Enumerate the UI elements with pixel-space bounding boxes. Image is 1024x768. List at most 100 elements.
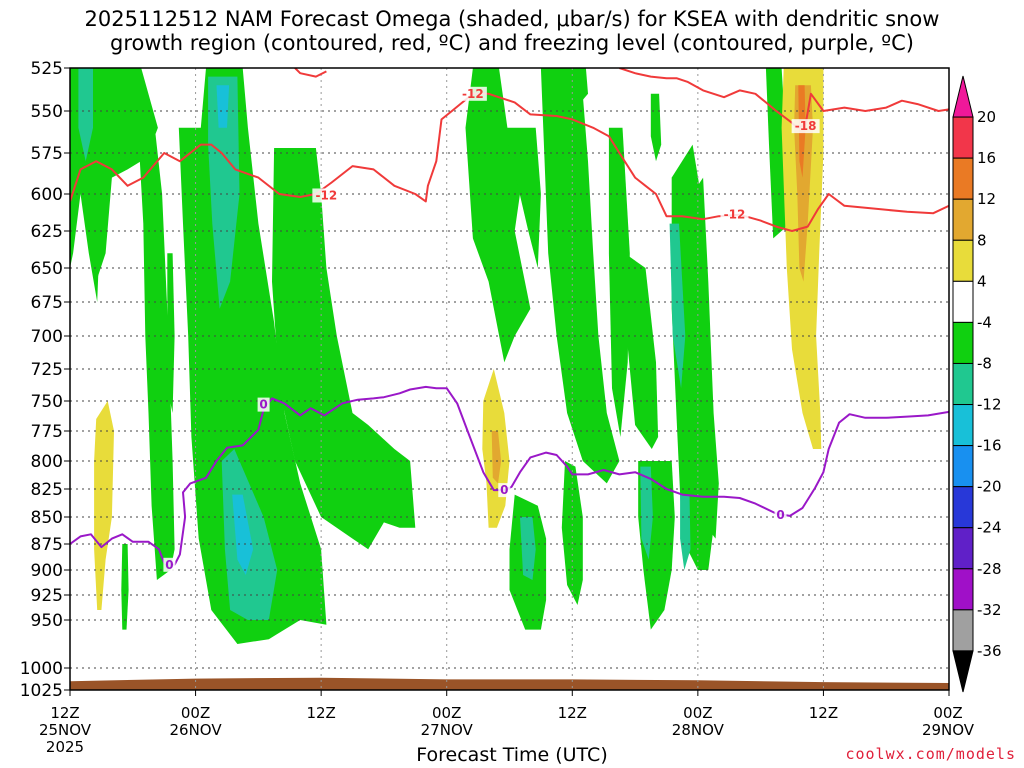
terrain-ground <box>70 677 949 690</box>
omega-region-descent-1 <box>94 401 114 610</box>
omega-region-ascent-d <box>272 148 416 550</box>
colorbar-label--20: -20 <box>977 478 1002 496</box>
colorbar-label--16: -16 <box>977 437 1002 455</box>
y-tick-label-700: 700 <box>31 327 63 347</box>
omega-region-ascent-f <box>504 127 541 268</box>
omega-region-strong-1 <box>78 68 93 162</box>
contour-label-4: 0 <box>165 558 173 572</box>
y-tick-label-850: 850 <box>31 508 63 528</box>
omega-region-ascent-q <box>167 253 175 413</box>
x-tick-label-0: 12Z <box>50 704 79 722</box>
y-tick-label-1000: 1000 <box>20 659 63 679</box>
y-tick-label-550: 550 <box>31 102 63 122</box>
colorbar-bin--28 <box>952 527 974 570</box>
colorbar-label--36: -36 <box>977 642 1002 660</box>
colorbar-bin--4 <box>952 280 974 323</box>
colorbar-arrow-bottom <box>952 650 974 693</box>
y-tick-label-750: 750 <box>31 392 63 412</box>
contour-label-bg-3 <box>791 119 820 134</box>
contour-label-bg-1 <box>458 86 487 101</box>
omega-region-ascent-h <box>608 127 630 438</box>
x-tick-label-72: 12Z <box>809 704 838 722</box>
y-tick-label-600: 600 <box>31 185 63 205</box>
colorbar-bin--8 <box>952 321 974 364</box>
colorbar-bin--32 <box>952 568 974 611</box>
colorbar-label--28: -28 <box>977 560 1002 578</box>
y-tick-label-950: 950 <box>31 611 63 631</box>
colorbar-label-8: 8 <box>977 231 987 249</box>
contour-label-bg-7 <box>774 507 787 522</box>
y-tick-label-650: 650 <box>31 259 63 279</box>
colorbar-label--4: -4 <box>977 313 992 331</box>
site-credit: coolwx.com/models <box>845 745 1016 763</box>
omega-region-ascent-a1 <box>70 68 102 302</box>
colorbar-bin--24 <box>952 486 974 529</box>
x-tick-label-60: 00Z <box>683 704 712 722</box>
omega-region-ascent-e <box>465 68 531 363</box>
omega-region-core-2 <box>216 85 230 128</box>
x-tick-label-48: 12Z <box>558 704 587 722</box>
colorbar-label-12: 12 <box>977 190 996 208</box>
omega-region-strong-2 <box>208 76 240 309</box>
x-tick-label-12: 00Z <box>181 704 210 722</box>
omega-region-ascent-s <box>577 68 588 103</box>
contour-label-bg-4 <box>163 557 176 572</box>
contour-label-7: 0 <box>776 508 784 522</box>
colorbar-label--8: -8 <box>977 354 992 372</box>
contour-label-0: -12 <box>316 188 338 202</box>
omega-region-ascent-b <box>138 127 175 581</box>
colorbar-bin--36 <box>952 609 974 652</box>
y-tick-label-525: 525 <box>31 59 63 79</box>
x-tick-date-84: 29NOV <box>922 721 975 739</box>
colorbar-label-20: 20 <box>977 108 996 126</box>
colorbar-bin--20 <box>952 445 974 488</box>
omega-region-descent-4 <box>794 85 813 282</box>
y-tick-label-800: 800 <box>31 452 63 472</box>
contour-label-2: -12 <box>724 208 746 222</box>
omega-region-strong-5 <box>640 466 653 560</box>
x-tick-date-12: 26NOV <box>170 721 223 739</box>
chart-title-line1: 2025112512 NAM Forecast Omega (shaded, μ… <box>84 7 940 31</box>
omega-region-strong-4 <box>520 517 536 580</box>
contour-label-3: -18 <box>795 119 817 133</box>
y-tick-label-925: 925 <box>31 586 63 606</box>
x-tick-date-60: 28NOV <box>672 721 725 739</box>
omega-region-core-1 <box>232 494 254 575</box>
colorbar-bin-12 <box>952 157 974 200</box>
colorbar-bin-8 <box>952 198 974 241</box>
omega-region-strong-7 <box>680 494 691 570</box>
chart-title-line2: growth region (contoured, red, ºC) and f… <box>110 31 914 55</box>
x-tick-date-0: 25NOV <box>39 721 92 739</box>
contour-label-5: 0 <box>259 398 267 412</box>
x-axis-title: Forecast Time (UTC) <box>416 744 608 766</box>
omega-region-ascent-j <box>561 461 583 605</box>
y-tick-label-625: 625 <box>31 222 63 242</box>
y-tick-label-675: 675 <box>31 293 63 313</box>
y-tick-label-725: 725 <box>31 360 63 380</box>
x-tick-label-36: 00Z <box>432 704 461 722</box>
colorbar-arrow-top <box>952 75 974 118</box>
contour-label-bg-6 <box>498 483 511 498</box>
contour-label-bg-2 <box>720 207 749 222</box>
omega-region-ascent-p <box>121 544 129 630</box>
y-tick-label-1025: 1025 <box>20 681 63 701</box>
y-tick-label-825: 825 <box>31 480 63 500</box>
omega-region-ascent-a2 <box>93 68 158 282</box>
contour-label-6: 0 <box>500 483 508 497</box>
colorbar-label--24: -24 <box>977 519 1002 537</box>
colorbar-bin--16 <box>952 404 974 447</box>
omega-region-ascent-k <box>624 253 659 449</box>
x-tick-label-84: 00Z <box>933 704 962 722</box>
omega-region-descent-5 <box>491 431 502 484</box>
omega-region-strong-6 <box>669 223 686 389</box>
contour-label-bg-5 <box>257 397 270 412</box>
x-tick-label-24: 12Z <box>306 704 335 722</box>
omega-region-ascent-n <box>682 177 719 539</box>
colorbar-bin-4 <box>952 239 974 282</box>
y-tick-label-575: 575 <box>31 144 63 164</box>
plot-area: -12 -12 -12 -18 0 0 0 0 <box>70 68 949 690</box>
omega-region-ascent-g <box>540 68 620 484</box>
x-tick-date-36: 27NOV <box>421 721 474 739</box>
contour-dgz-12C-top <box>294 68 327 78</box>
